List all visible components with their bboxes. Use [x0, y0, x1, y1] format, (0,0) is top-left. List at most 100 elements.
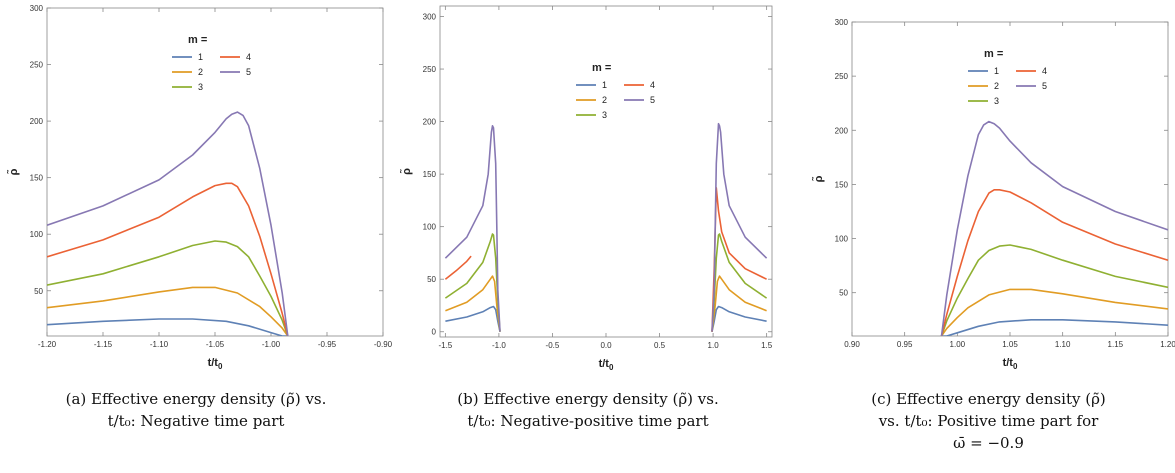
series-m1-line: [941, 319, 1168, 336]
y-tick-label: 150: [423, 170, 437, 179]
series-m4-line: [940, 189, 1168, 336]
y-tick-label: 150: [30, 174, 44, 183]
caption-a-line2: t/t₀: Negative time part: [107, 412, 285, 430]
legend: m = 1 2 3 4 5: [172, 34, 251, 92]
legend-label-m5: 5: [1042, 81, 1047, 91]
x-tick-label: -1.05: [206, 340, 225, 349]
y-tick-label: 150: [835, 180, 849, 189]
legend-label-m2: 2: [602, 95, 607, 105]
caption-c-line2: vs. t/t₀: Positive time part for: [878, 412, 1099, 430]
legend-title: m =: [188, 34, 207, 46]
x-tick-label: -1.5: [438, 341, 452, 350]
x-tick-label: -0.95: [318, 340, 337, 349]
legend-label-m1: 1: [198, 52, 203, 62]
series-m5-line-seg1: [444, 125, 501, 332]
x-tick-label: 1.05: [1002, 340, 1018, 349]
chart-a: -1.20 -1.15 -1.10 -1.05 -1.00 -0.95 -0.90 50 100…: [7, 4, 393, 371]
caption-c-line1: (c) Effective energy density (ρ̃): [871, 390, 1106, 408]
x-tick-label: 0.90: [844, 340, 860, 349]
legend-label-m4: 4: [1042, 66, 1047, 76]
legend-label-m4: 4: [246, 52, 251, 62]
series-m2-line-seg1: [445, 275, 501, 332]
x-tick-label: 1.5: [761, 341, 773, 350]
y-tick-label: 300: [423, 13, 437, 22]
series-m4-line: [47, 182, 289, 336]
legend-title: m =: [984, 48, 1003, 60]
x-tick-label: 1.10: [1055, 340, 1071, 349]
legend-title: m =: [592, 62, 611, 74]
plot-frame-b: [439, 5, 773, 338]
legend: m = 1 2 3 4 5: [968, 48, 1047, 106]
legend-label-m4: 4: [650, 80, 655, 90]
series-m5-line: [940, 120, 1168, 336]
legend-label-m2: 2: [198, 67, 203, 77]
legend-label-m3: 3: [198, 82, 203, 92]
x-tick-label: -1.20: [38, 340, 57, 349]
x-axis-label: t/t0: [1003, 357, 1018, 371]
y-tick-label: 50: [34, 287, 43, 296]
x-tick-label: -0.5: [546, 341, 560, 350]
series-m2-line: [940, 288, 1168, 336]
x-tick-label: -1.0: [492, 341, 506, 350]
caption-b-line1: (b) Effective energy density (ρ̃) vs.: [457, 390, 719, 408]
y-tick-label: 250: [835, 72, 849, 81]
x-tick-label: 1.00: [950, 340, 966, 349]
x-tick-label: 0.5: [654, 341, 666, 350]
legend-label-m1: 1: [602, 80, 607, 90]
panel-c: 0.90 0.95 1.00 1.05 1.10 1.15 1.20 50 100 150 200 2…: [784, 0, 1175, 473]
legend-label-m3: 3: [602, 110, 607, 120]
series-m3-line: [940, 244, 1168, 336]
y-tick-label: 250: [423, 65, 437, 74]
series-m4-line-seg2: [711, 187, 767, 332]
y-tick-label: 50: [839, 289, 848, 298]
y-tick-label: 200: [835, 126, 849, 135]
caption-b-line2: t/t₀: Negative-positive time part: [467, 412, 709, 430]
x-axis-label: t/t0: [208, 357, 223, 371]
x-tick-label: -0.90: [374, 340, 393, 349]
y-tick-label: 0: [432, 328, 437, 337]
legend-label-m5: 5: [650, 95, 655, 105]
y-tick-label: 200: [423, 118, 437, 127]
caption-b: (b) Effective energy density (ρ̃) vs. t/…: [392, 388, 784, 432]
series-m2-line-seg2: [711, 275, 767, 332]
series-m5-line: [47, 111, 289, 336]
legend-label-m5: 5: [246, 67, 251, 77]
series-m5-line-seg2: [711, 122, 768, 332]
series-m1-line-seg1: [445, 305, 501, 332]
series-m2-line: [47, 286, 289, 336]
y-tick-label: 300: [30, 4, 44, 13]
y-tick-label: 250: [30, 61, 44, 70]
x-tick-label: -1.15: [94, 340, 113, 349]
caption-c: (c) Effective energy density (ρ̃) vs. t/…: [802, 388, 1175, 454]
y-tick-label: 50: [427, 275, 436, 284]
caption-a: (a) Effective energy density (ρ̃) vs. t/…: [0, 388, 392, 432]
legend: m = 1 2 3 4 5: [576, 62, 655, 120]
panel-a: -1.20 -1.15 -1.10 -1.05 -1.00 -0.95 -0.90 50 100…: [0, 0, 393, 473]
y-axis-label: ρ̃: [400, 168, 413, 175]
y-tick-label: 100: [835, 235, 849, 244]
x-tick-label: -1.00: [262, 340, 281, 349]
series-m1-line: [47, 318, 288, 336]
x-tick-label: 1.20: [1160, 340, 1175, 349]
x-axis-label: t/t0: [599, 358, 614, 372]
y-tick-label: 100: [423, 223, 437, 232]
legend-label-m2: 2: [994, 81, 999, 91]
panel-b: -1.5 -1.0 -0.5 0.0 0.5 1.0 1.5 0 50 100 150 200 250 3…: [392, 0, 784, 473]
y-axis-label: ρ̃: [7, 168, 20, 175]
chart-c: 0.90 0.95 1.00 1.05 1.10 1.15 1.20 50 100 150 200 2…: [812, 18, 1175, 371]
x-tick-label: 0.95: [897, 340, 913, 349]
series-m3-line-seg2: [711, 233, 768, 332]
x-tick-label: 0.0: [600, 341, 612, 350]
y-axis-label: ρ̃: [812, 175, 825, 182]
y-tick-label: 200: [30, 117, 44, 126]
series-m1-line-seg2: [711, 305, 767, 332]
y-tick-label: 100: [30, 230, 44, 239]
series-m3-line: [47, 240, 289, 336]
chart-b: -1.5 -1.0 -0.5 0.0 0.5 1.0 1.5 0 50 100 150 200 250 3…: [400, 5, 773, 372]
series-m3-line-seg1: [444, 233, 501, 332]
legend-label-m3: 3: [994, 96, 999, 106]
caption-a-line1: (a) Effective energy density (ρ̃) vs.: [65, 390, 327, 408]
x-tick-label: -1.10: [150, 340, 169, 349]
legend-label-m1: 1: [994, 66, 999, 76]
x-tick-label: 1.15: [1108, 340, 1124, 349]
